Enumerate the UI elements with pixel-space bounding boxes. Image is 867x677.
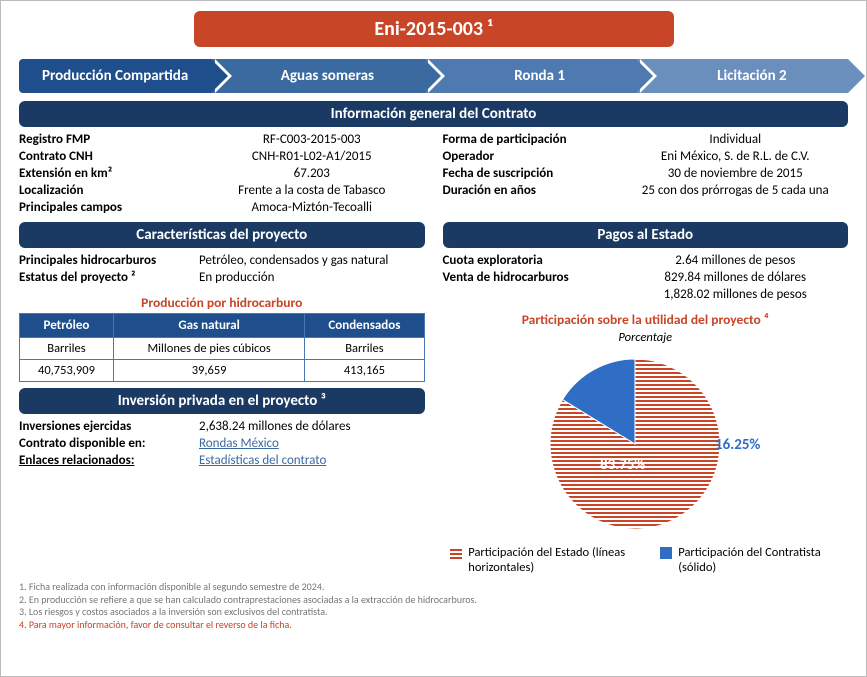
info-left-2: Extensión en km²67.203 xyxy=(19,165,425,182)
production-title: Producción por hidrocarburo xyxy=(19,294,425,311)
info-right-3-k: Duración en años xyxy=(443,183,623,198)
info-left-3-v: Frente a la costa de Tabasco xyxy=(199,183,425,198)
info-left-4-v: Amoca-Miztón-Tecoalli xyxy=(199,200,425,215)
info-left-1-k: Contrato CNH xyxy=(19,149,199,164)
info-left-3-k: Localización xyxy=(19,183,199,198)
info-left-1-v: CNH-R01-L02-A1/2015 xyxy=(199,149,425,164)
pagos-1: Venta de hidrocarburos829.84 millones de… xyxy=(443,269,849,286)
info-left-1: Contrato CNHCNH-R01-L02-A1/2015 xyxy=(19,148,425,165)
info-left-2-v: 67.203 xyxy=(199,166,425,181)
info-right-3-v: 25 con dos prórrogas de 5 cada una xyxy=(623,183,849,198)
info-right-0: Forma de participaciónIndividual xyxy=(443,131,849,148)
pagos-0: Cuota exploratoria2.64 millones de pesos xyxy=(443,252,849,269)
info-left-0-v: RF-C003-2015-003 xyxy=(199,132,425,147)
chevron-4: Licitación 2 xyxy=(636,59,848,93)
caract-1: Estatus del proyecto ²En producción xyxy=(19,269,425,286)
section-pagos-header: Pagos al Estado xyxy=(443,222,849,248)
prod-unit-0: Barriles xyxy=(20,338,114,360)
pagos-1-v: 829.84 millones de dólares xyxy=(623,270,849,285)
legend-state-text: Participación del Estado (líneas horizon… xyxy=(468,545,630,575)
contrato-k: Contrato disponible en: xyxy=(19,436,199,451)
prod-th-1: Gas natural xyxy=(113,314,304,338)
inv-row: Inversiones ejercidas 2,638.24 millones … xyxy=(19,418,425,435)
chevron-2: Aguas someras xyxy=(211,59,423,93)
inv-v: 2,638.24 millones de dólares xyxy=(199,419,425,434)
legend-contr-text: Participación del Contratista (sólido) xyxy=(678,545,840,575)
pie-legend: Participación del Estado (líneas horizon… xyxy=(443,545,849,575)
prod-unit-2: Barriles xyxy=(305,338,424,360)
caract-0-v: Petróleo, condensados y gas natural xyxy=(199,253,425,268)
caract-1-k: Estatus del proyecto ² xyxy=(19,270,199,285)
card: Eni-2015-003 ¹ Producción Compartida Agu… xyxy=(0,0,867,677)
prod-val-0: 40,753,909 xyxy=(20,360,114,382)
info-right-1: OperadorEni México, S. de R.L. de C.V. xyxy=(443,148,849,165)
pagos-0-v: 2.64 millones de pesos xyxy=(623,253,849,268)
fn3: 3. Los riesgos y costos asociados a la i… xyxy=(19,606,848,619)
enlaces-k: Enlaces relacionados: xyxy=(19,453,199,468)
pie-label-contr: 16.25% xyxy=(715,436,760,454)
fn1: 1. Ficha realizada con información dispo… xyxy=(19,581,848,594)
caract-0-k: Principales hidrocarburos xyxy=(19,253,199,268)
prod-val-1: 39,659 xyxy=(113,360,304,382)
info-left-4: Principales camposAmoca-Miztón-Tecoalli xyxy=(19,199,425,216)
rondas-link[interactable]: Rondas México xyxy=(199,436,279,451)
info-right-0-v: Individual xyxy=(623,132,849,147)
prod-unit-1: Millones de pies cúbicos xyxy=(113,338,304,360)
inv-k: Inversiones ejercidas xyxy=(19,419,199,434)
prod-th-0: Petróleo xyxy=(20,314,114,338)
info-right-2-k: Fecha de suscripción xyxy=(443,166,623,181)
info-left-3: LocalizaciónFrente a la costa de Tabasco xyxy=(19,182,425,199)
breadcrumb-chevrons: Producción Compartida Aguas someras Rond… xyxy=(19,59,848,93)
pie-chart-wrap: 83.75% 16.25% xyxy=(443,349,849,539)
prod-val-2: 413,165 xyxy=(305,360,424,382)
enlaces-row: Enlaces relacionados: Estadísticas del c… xyxy=(19,452,425,469)
info-grid: Registro FMPRF-C003-2015-003Contrato CNH… xyxy=(19,131,848,216)
info-right-1-v: Eni México, S. de R.L. de C.V. xyxy=(623,149,849,164)
main-title: Eni-2015-003 ¹ xyxy=(194,11,674,47)
pagos-1-k: Venta de hidrocarburos xyxy=(443,270,623,285)
info-left-2-k: Extensión en km² xyxy=(19,166,199,181)
legend-swatch-state xyxy=(450,547,462,559)
caract-0: Principales hidrocarburosPetróleo, conde… xyxy=(19,252,425,269)
section-inv-header: Inversión privada en el proyecto ³ xyxy=(19,388,425,414)
contrato-row: Contrato disponible en: Rondas México xyxy=(19,435,425,452)
chevron-1: Producción Compartida xyxy=(19,59,211,93)
section-info-header: Información general del Contrato xyxy=(19,101,848,127)
pagos-2: 1,828.02 millones de pesos xyxy=(443,286,849,303)
chevron-3: Ronda 1 xyxy=(424,59,636,93)
footnotes: 1. Ficha realizada con información dispo… xyxy=(19,581,848,631)
legend-swatch-contr xyxy=(660,547,672,559)
info-right-3: Duración en años25 con dos prórrogas de … xyxy=(443,182,849,199)
info-left-0: Registro FMPRF-C003-2015-003 xyxy=(19,131,425,148)
info-left-4-k: Principales campos xyxy=(19,200,199,215)
pagos-2-v: 1,828.02 millones de pesos xyxy=(623,287,849,302)
pagos-2-k xyxy=(443,287,623,302)
pagos-0-k: Cuota exploratoria xyxy=(443,253,623,268)
info-right-0-k: Forma de participación xyxy=(443,132,623,147)
pie-chart: 83.75% 16.25% xyxy=(515,349,775,539)
info-right-1-k: Operador xyxy=(443,149,623,164)
production-table: Petróleo Gas natural Condensados Barrile… xyxy=(19,313,425,382)
info-right-2-v: 30 de noviembre de 2015 xyxy=(623,166,849,181)
pie-title: Participación sobre la utilidad del proy… xyxy=(443,311,849,328)
info-right-2: Fecha de suscripción30 de noviembre de 2… xyxy=(443,165,849,182)
pie-label-state: 83.75% xyxy=(600,456,645,474)
info-left-0-k: Registro FMP xyxy=(19,132,199,147)
caract-1-v: En producción xyxy=(199,270,425,285)
pie-subtitle: Porcentaje xyxy=(443,330,849,345)
fn4: 4. Para mayor información, favor de cons… xyxy=(19,619,848,632)
prod-th-2: Condensados xyxy=(305,314,424,338)
stats-link[interactable]: Estadísticas del contrato xyxy=(199,453,326,468)
section-caract-header: Características del proyecto xyxy=(19,222,425,248)
